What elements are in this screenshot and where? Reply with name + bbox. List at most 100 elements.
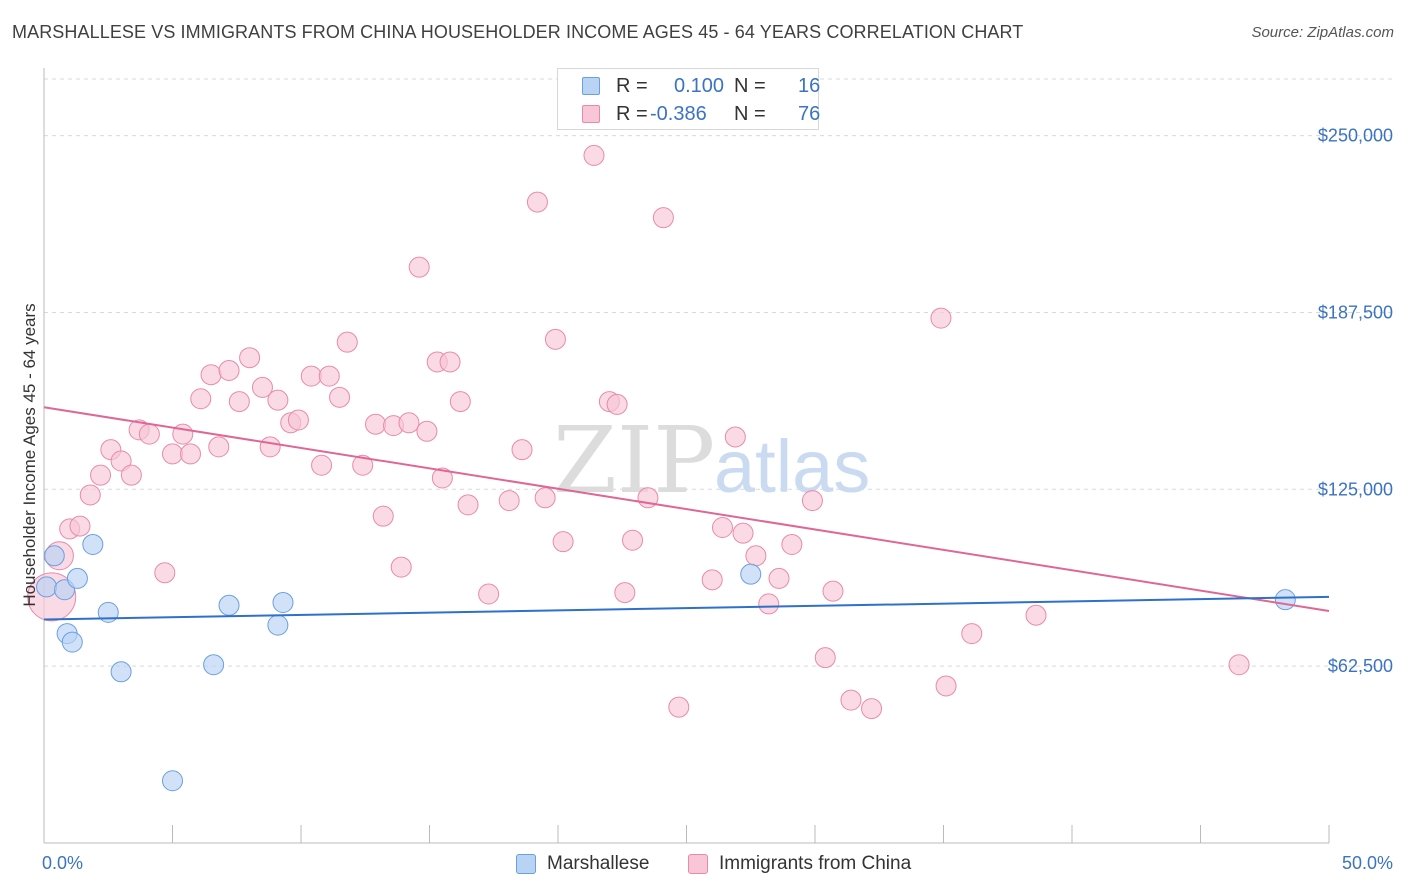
data-point-china <box>622 529 644 551</box>
bottom-legend-label: Marshallese <box>547 853 650 874</box>
data-point-marshallese <box>1274 589 1296 611</box>
legend-n-label: N = <box>734 75 766 97</box>
data-point-marshallese <box>267 614 289 636</box>
data-point-china <box>90 464 112 486</box>
data-point-china <box>311 454 333 476</box>
data-point-marshallese <box>82 533 104 555</box>
data-point-china <box>365 413 387 435</box>
data-point-china <box>287 409 309 431</box>
data-point-china <box>745 545 767 567</box>
data-point-china <box>552 531 574 553</box>
data-point-marshallese <box>740 563 762 585</box>
legend-r-label: R = <box>616 75 648 97</box>
data-point-china <box>398 412 420 434</box>
legend-r-label: R = <box>616 103 648 125</box>
data-point-china <box>758 593 780 615</box>
legend-n-label: N = <box>734 103 766 125</box>
data-point-china <box>259 436 281 458</box>
data-point-china <box>228 391 250 413</box>
data-point-marshallese <box>218 594 240 616</box>
data-point-china <box>711 516 733 538</box>
data-point-china <box>239 347 261 369</box>
data-point-china <box>190 388 212 410</box>
axes <box>43 68 1330 844</box>
data-point-china <box>300 365 322 387</box>
legend-swatch-pink <box>582 105 600 123</box>
data-point-china <box>822 580 844 602</box>
data-point-marshallese <box>66 567 88 589</box>
trend-line-marshallese <box>43 595 1330 621</box>
chart-title: MARSHALLESE VS IMMIGRANTS FROM CHINA HOU… <box>12 22 1024 42</box>
data-point-china <box>781 533 803 555</box>
legend-r-value: -0.386 <box>650 103 707 125</box>
data-point-china <box>668 696 690 718</box>
data-point-china <box>478 583 500 605</box>
data-point-china <box>69 515 91 537</box>
legend-r-value: 0.100 <box>674 75 725 97</box>
data-point-china <box>218 359 240 381</box>
data-point-china <box>251 376 273 398</box>
watermark: ZIP atlas <box>553 407 870 514</box>
data-point-china <box>179 443 201 465</box>
legend-n-value: 16 <box>798 75 821 97</box>
series-marshallese-points <box>36 533 1296 792</box>
data-point-china <box>606 393 628 415</box>
data-point-china <box>162 443 183 465</box>
data-point-china <box>930 307 952 329</box>
data-point-china <box>534 487 556 509</box>
data-point-china <box>208 436 230 458</box>
data-point-china <box>544 328 566 350</box>
data-point-china <box>200 364 222 386</box>
data-point-china <box>961 623 983 645</box>
data-point-china <box>336 331 358 353</box>
data-point-china <box>318 365 340 387</box>
data-point-china <box>372 505 394 527</box>
data-point-china <box>79 484 101 506</box>
data-point-china <box>267 389 289 411</box>
data-point-china <box>652 207 674 229</box>
data-point-marshallese <box>110 661 132 683</box>
data-point-china <box>511 439 533 461</box>
data-point-china <box>1228 654 1250 676</box>
data-point-china <box>439 351 461 373</box>
data-point-china <box>352 454 374 476</box>
trend-lines <box>43 406 1330 621</box>
data-point-china <box>120 464 142 486</box>
legend-n-value: 76 <box>798 103 821 125</box>
data-point-marshallese <box>43 545 65 567</box>
data-point-marshallese <box>272 591 294 613</box>
y-tick-label: $250,000 <box>1318 126 1393 146</box>
x-tick-label-max: 50.0% <box>1342 853 1393 873</box>
data-point-china <box>935 675 957 697</box>
series-immigrants-from-china-points <box>27 144 1250 720</box>
data-point-marshallese <box>61 631 83 653</box>
data-point-china <box>431 467 453 489</box>
y-axis-label: Householder Income Ages 45 - 64 years <box>20 303 39 606</box>
correlation-legend: R = 0.100 N = 16 R = -0.386 N = 76 <box>557 68 821 130</box>
data-point-china <box>724 426 746 448</box>
data-point-marshallese <box>162 770 183 792</box>
data-point-china <box>1025 604 1047 626</box>
data-point-china <box>110 450 132 472</box>
data-point-china <box>416 420 438 442</box>
source-label: Source: ZipAtlas.com <box>1251 24 1394 41</box>
data-point-marshallese <box>36 576 58 598</box>
data-point-china <box>801 490 823 512</box>
data-point-china <box>457 494 479 516</box>
data-point-china <box>498 490 520 512</box>
data-point-china <box>614 582 636 604</box>
data-point-china <box>408 256 430 278</box>
data-point-china <box>701 569 723 591</box>
y-tick-labels: $62,500 $125,000 $187,500 $250,000 <box>1318 126 1393 677</box>
data-point-china <box>390 556 412 578</box>
y-tick-label: $62,500 <box>1328 656 1393 676</box>
data-point-china <box>814 647 836 669</box>
watermark-zip: ZIP <box>553 407 715 514</box>
legend-swatch-blue <box>582 77 600 95</box>
bottom-legend-label: Immigrants from China <box>719 853 912 874</box>
bottom-legend-swatch-pink <box>688 854 708 874</box>
bottom-legend-swatch-blue <box>516 854 536 874</box>
trend-line-china <box>43 406 1330 612</box>
data-point-china <box>583 144 605 166</box>
